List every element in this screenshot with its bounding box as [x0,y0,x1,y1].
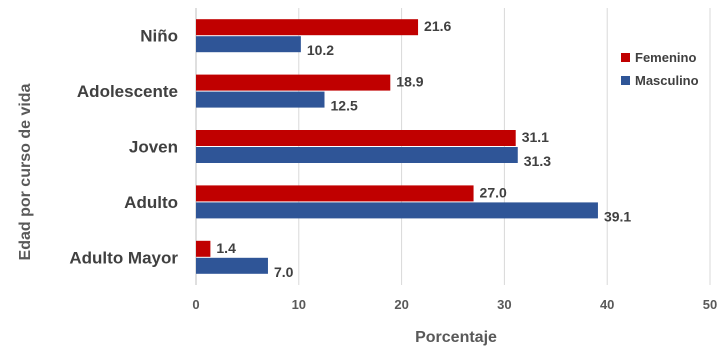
data-label: 1.4 [216,240,236,256]
gridlines [195,8,711,285]
data-label: 12.5 [331,98,358,114]
x-tick-label: 10 [292,297,306,312]
category-labels: Niño Adolescente Joven Adulto Adulto Mayor [69,27,178,268]
data-label: 31.3 [524,153,551,169]
x-tick-label: 50 [703,297,717,312]
category-label: Adulto Mayor [69,248,178,267]
bar-femenino [196,19,419,36]
bar-femenino [196,130,516,146]
data-label: 21.6 [424,18,451,34]
bar-femenino [196,74,391,91]
x-axis-title: Porcentaje [415,329,497,346]
data-label: 18.9 [396,74,423,90]
legend-label: Femenino [635,50,696,65]
bar-masculino [196,202,598,219]
x-tick-label: 30 [497,297,511,312]
x-tick-label: 20 [394,297,408,312]
category-label: Adulto [124,193,178,212]
bar-masculino [196,257,268,274]
data-label: 31.1 [522,129,549,145]
x-tick-labels: 0 10 20 30 40 50 [192,297,717,312]
data-label: 7.0 [274,264,294,280]
category-label: Joven [129,138,178,157]
bar-femenino [196,240,211,257]
data-labels: 21.6 10.2 18.9 12.5 31.1 31.3 27.0 39.1 1.4 7.0 [216,18,631,280]
data-label: 39.1 [604,208,631,224]
x-tick-label: 40 [600,297,614,312]
bar-masculino [196,91,325,108]
x-tick-label: 0 [192,297,199,312]
bar-masculino [196,36,301,53]
bars [196,19,598,274]
data-label: 10.2 [307,42,334,58]
legend-swatch [621,76,630,85]
data-label: 27.0 [480,184,507,200]
legend-label: Masculino [635,73,699,88]
category-label: Adolescente [77,82,178,101]
y-axis-title: Edad por curso de vida [17,83,34,260]
category-label: Niño [140,27,178,46]
bar-masculino [196,147,518,163]
legend: Femenino Masculino [621,50,699,88]
bar-femenino [196,185,474,202]
legend-swatch [621,53,630,62]
